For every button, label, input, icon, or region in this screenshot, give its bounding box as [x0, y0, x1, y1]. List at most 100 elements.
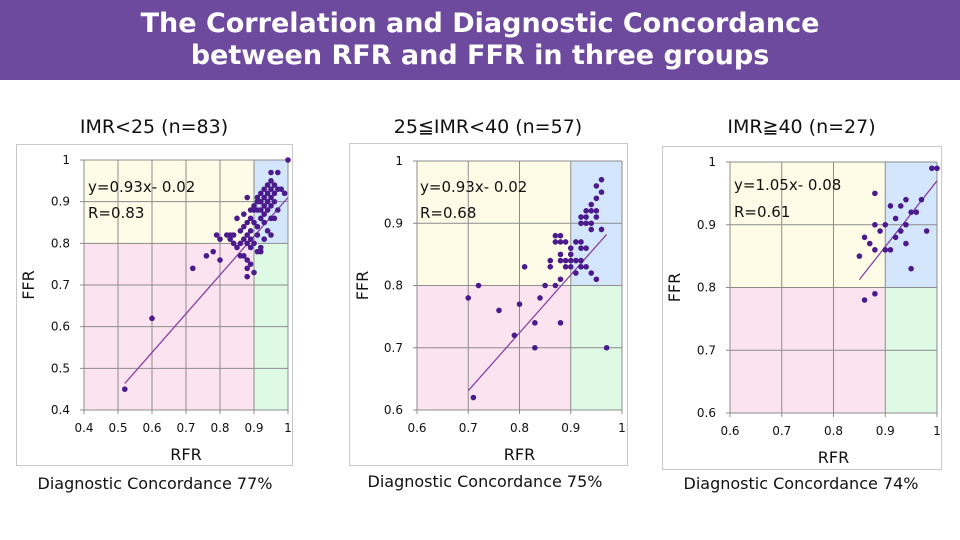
x-tick-label: 0.7 [459, 421, 478, 435]
data-point [903, 240, 909, 247]
data-point [264, 228, 271, 234]
data-point [234, 215, 240, 222]
data-point [929, 165, 935, 172]
data-point [573, 270, 579, 276]
data-point [872, 221, 878, 228]
data-point [598, 226, 605, 233]
data-point [244, 257, 250, 263]
x-tick-label: 1 [933, 424, 941, 438]
regression-equation: y=1.05x- 0.08 [734, 176, 841, 194]
data-point [557, 320, 564, 326]
data-point [258, 207, 264, 213]
data-point [475, 282, 482, 289]
data-point [593, 276, 600, 283]
data-point [521, 264, 528, 270]
data-point [268, 203, 274, 209]
data-point [261, 219, 268, 226]
data-point [258, 215, 264, 222]
data-point [244, 194, 250, 201]
chart-3-title: IMR≧40 (n=27) [727, 116, 876, 138]
data-point [247, 228, 254, 234]
data-point [557, 251, 564, 258]
y-tick-label: 0.8 [384, 279, 403, 293]
data-point [224, 232, 230, 238]
data-point [285, 157, 291, 163]
data-point [268, 194, 274, 201]
data-point [578, 245, 584, 251]
correlation-coefficient: R=0.61 [734, 203, 790, 221]
data-point [271, 182, 278, 188]
data-point [872, 247, 878, 253]
data-point [856, 253, 863, 259]
data-point [583, 208, 589, 214]
data-point [210, 248, 216, 255]
data-point [882, 221, 889, 228]
data-point [588, 226, 595, 233]
data-point [578, 220, 584, 227]
data-point [251, 203, 257, 209]
data-point [496, 307, 502, 314]
x-tick-label: 0.6 [720, 424, 739, 438]
data-point [244, 273, 250, 280]
x-axis-label: RFR [818, 448, 849, 467]
data-point [552, 239, 559, 245]
data-point [532, 320, 538, 326]
data-point [573, 257, 579, 264]
data-point [241, 211, 247, 217]
data-point [583, 220, 589, 227]
chart-3: 0.6 0.7 0.8 0.9 1 0.6 0.7 0.8 0.9 1 RFR FFR y=1.05x-… [665, 155, 941, 467]
data-point [247, 236, 254, 242]
data-point [261, 211, 268, 217]
x-tick-label: 1 [284, 421, 292, 435]
data-point [557, 257, 564, 264]
y-tick-label: 1 [62, 153, 70, 167]
data-point [872, 190, 878, 197]
data-point [903, 221, 909, 228]
data-point [547, 257, 554, 264]
data-point [511, 332, 518, 339]
data-point [593, 214, 600, 220]
data-point [237, 228, 244, 234]
correlation-coefficient: R=0.83 [88, 204, 144, 222]
x-axis-label: RFR [504, 445, 535, 464]
data-point [244, 219, 250, 226]
data-point [866, 240, 873, 247]
data-point [913, 209, 920, 215]
data-point [247, 215, 254, 222]
chart-1-title: IMR<25 (n=83) [79, 116, 229, 138]
y-tick-label: 0.7 [51, 278, 70, 292]
data-point [190, 265, 196, 272]
y-tick-label: 1 [395, 154, 403, 168]
data-point [578, 257, 584, 264]
data-point [923, 228, 930, 234]
regression-equation: y=0.93x- 0.02 [88, 178, 195, 196]
data-point [254, 223, 261, 230]
data-point [588, 220, 595, 227]
y-tick-label: 0.7 [384, 341, 403, 355]
data-point [261, 203, 268, 209]
data-point [470, 394, 477, 401]
data-point [465, 295, 472, 301]
data-point [578, 264, 584, 270]
x-tick-label: 0.8 [510, 421, 529, 435]
data-point [593, 195, 600, 202]
data-point [251, 219, 257, 226]
data-point [281, 190, 288, 197]
x-tick-label: 0.5 [108, 421, 127, 435]
data-point [593, 183, 600, 189]
y-tick-label: 0.6 [51, 320, 70, 334]
data-point [241, 253, 247, 259]
data-point [268, 232, 274, 238]
data-point [882, 247, 889, 253]
data-point [254, 194, 261, 201]
data-point [268, 186, 274, 192]
x-tick-label: 0.9 [244, 421, 263, 435]
data-point [275, 169, 281, 176]
data-point [271, 215, 278, 222]
chart-2-concordance: Diagnostic Concordance 75% [367, 472, 603, 491]
data-point [583, 214, 589, 220]
y-axis-label: FFR [353, 271, 372, 301]
x-tick-label: 1 [618, 421, 626, 435]
data-point [573, 239, 579, 245]
data-point [227, 236, 233, 242]
